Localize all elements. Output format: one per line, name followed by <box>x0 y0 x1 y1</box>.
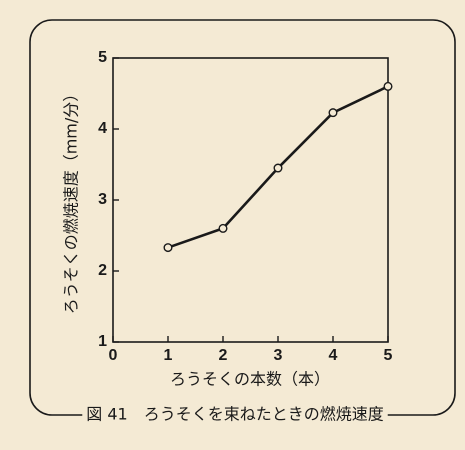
caption-background <box>82 404 388 424</box>
x-tick-label: 5 <box>384 347 393 364</box>
y-tick-label: 1 <box>98 333 107 350</box>
y-axis-label: ろうそくの燃焼速度（mm/分） <box>62 86 81 315</box>
data-point <box>163 243 173 253</box>
x-tick-label: 1 <box>164 347 173 364</box>
x-tick-label: 2 <box>219 347 228 364</box>
x-tick-label: 0 <box>109 347 118 364</box>
y-tick-label: 4 <box>98 120 107 137</box>
x-tick-label: 3 <box>274 347 283 364</box>
data-point <box>328 108 338 118</box>
y-tick-label: 5 <box>98 49 107 66</box>
chart-caption: 図 41 ろうそくを束ねたときの燃焼速度 <box>86 405 383 424</box>
x-tick-label: 4 <box>329 347 338 364</box>
y-tick-label: 3 <box>98 191 107 208</box>
x-axis-label: ろうそくの本数（本） <box>170 370 330 389</box>
data-point <box>273 163 283 173</box>
data-point <box>383 81 393 91</box>
y-tick-label: 2 <box>98 262 107 279</box>
data-point <box>218 223 228 233</box>
